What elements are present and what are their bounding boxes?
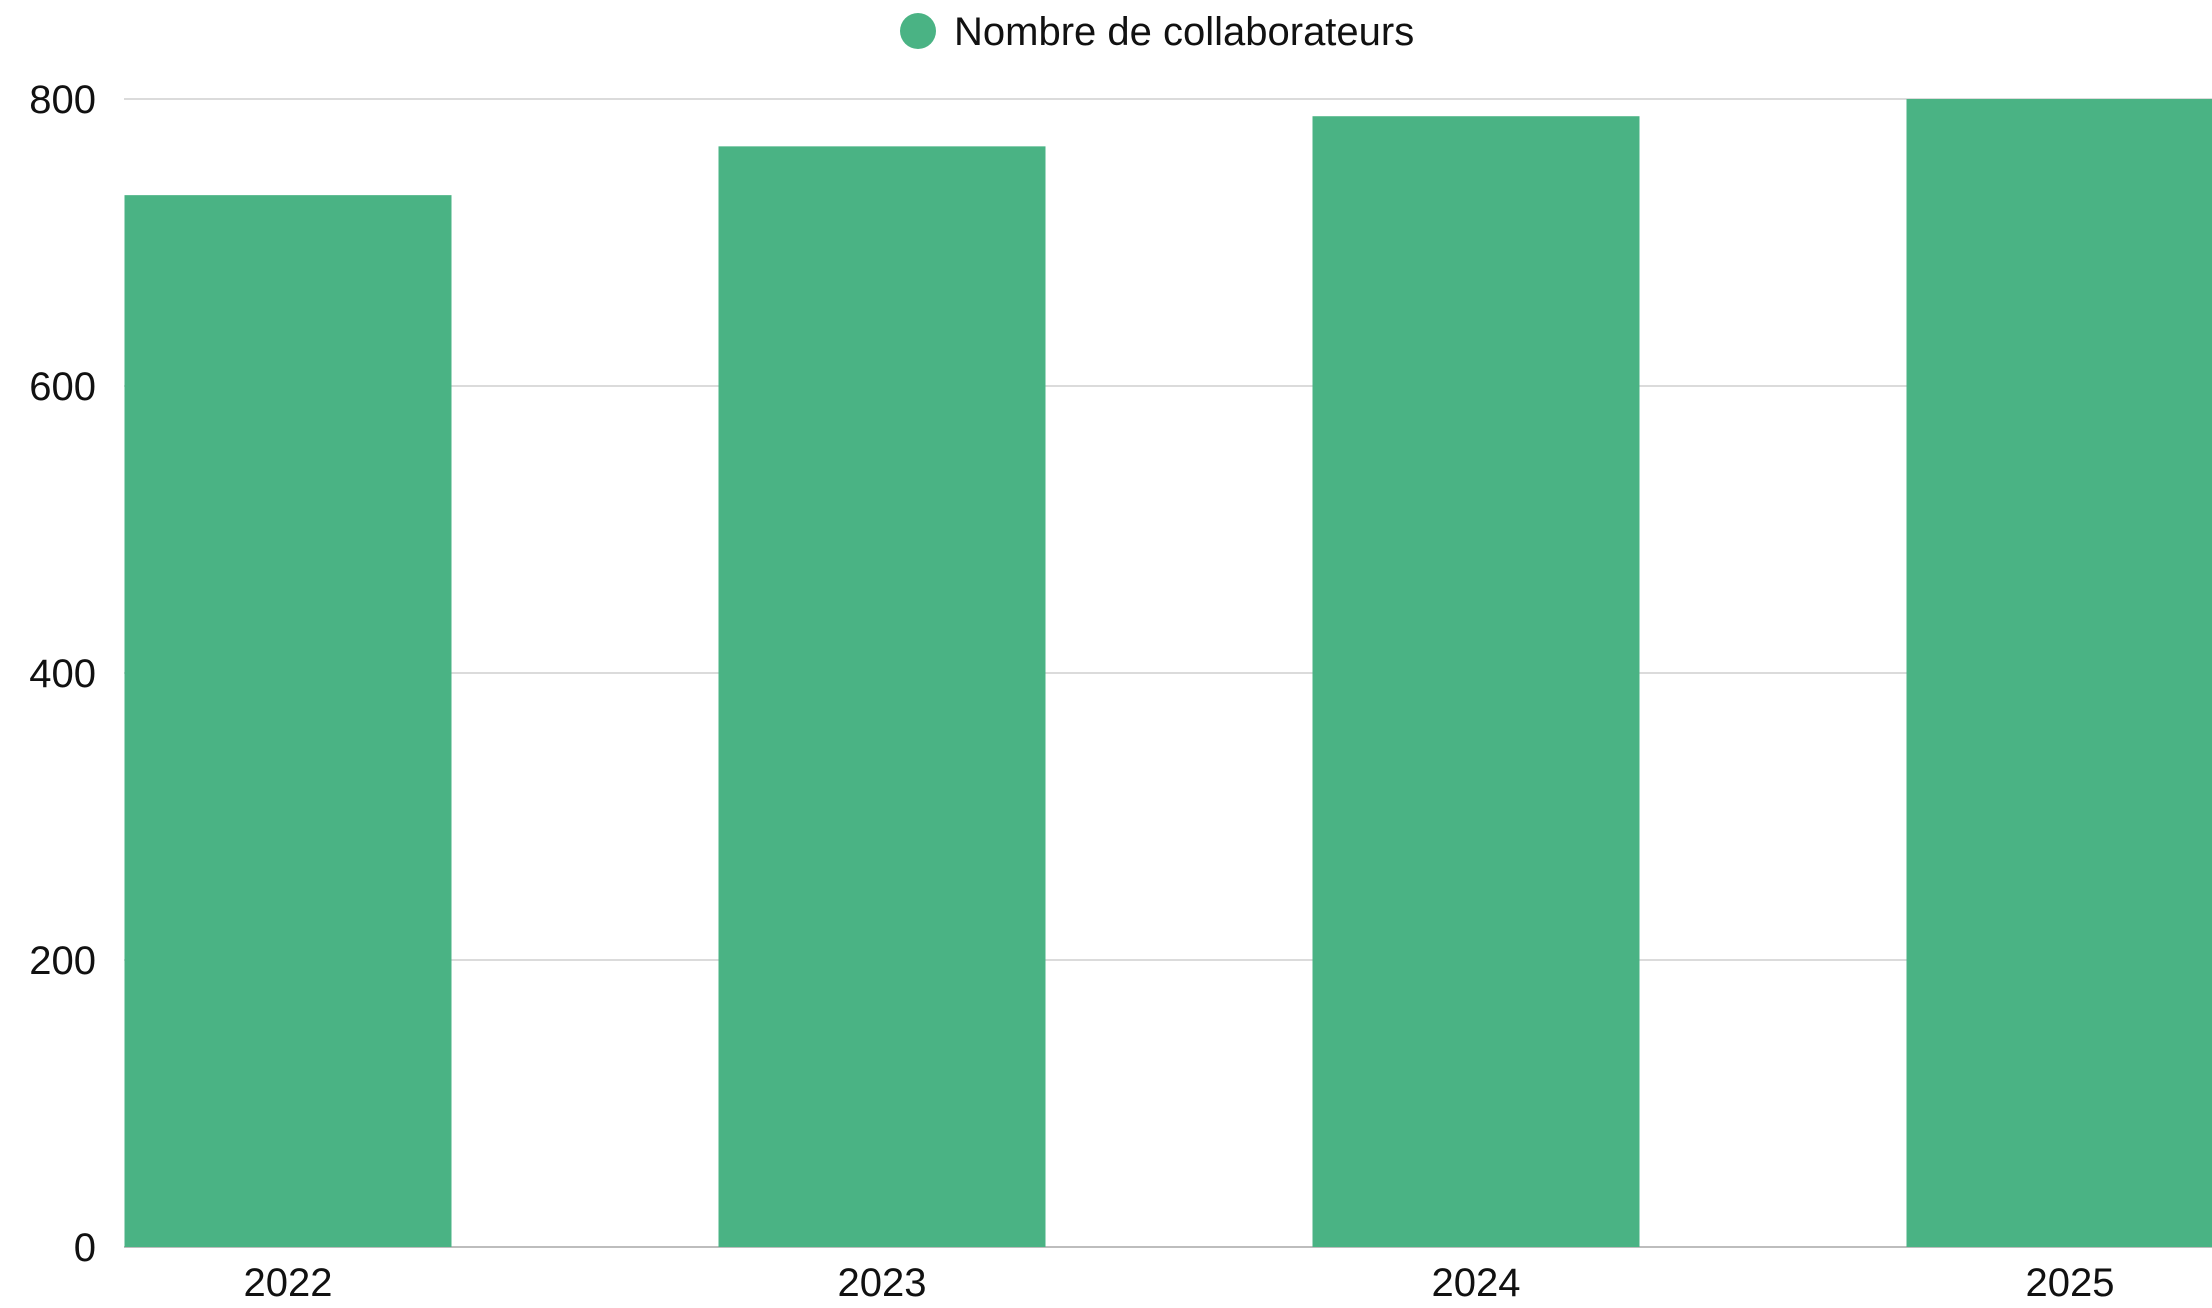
y-axis-ticks: 0 200 400 600 800: [29, 78, 96, 1270]
x-tick-label: 2025: [2026, 1261, 2115, 1303]
y-tick-label: 800: [29, 78, 96, 122]
bar-2022[interactable]: [125, 195, 452, 1247]
y-tick-label: 200: [29, 939, 96, 983]
bar-2024[interactable]: [1313, 116, 1640, 1247]
legend: Nombre de collaborateurs: [900, 10, 1414, 54]
x-axis-ticks: 2022 2023 2024 2025: [244, 1261, 2115, 1303]
x-tick-label: 2024: [1432, 1261, 1521, 1303]
y-tick-label: 600: [29, 365, 96, 409]
x-tick-label: 2023: [838, 1261, 927, 1303]
y-tick-label: 0: [74, 1226, 96, 1270]
legend-label: Nombre de collaborateurs: [954, 10, 1414, 54]
y-tick-label: 400: [29, 652, 96, 696]
bar-2025[interactable]: [1907, 99, 2212, 1247]
x-tick-label: 2022: [244, 1261, 333, 1303]
bar-2023[interactable]: [719, 146, 1046, 1247]
legend-swatch-icon: [900, 13, 936, 49]
